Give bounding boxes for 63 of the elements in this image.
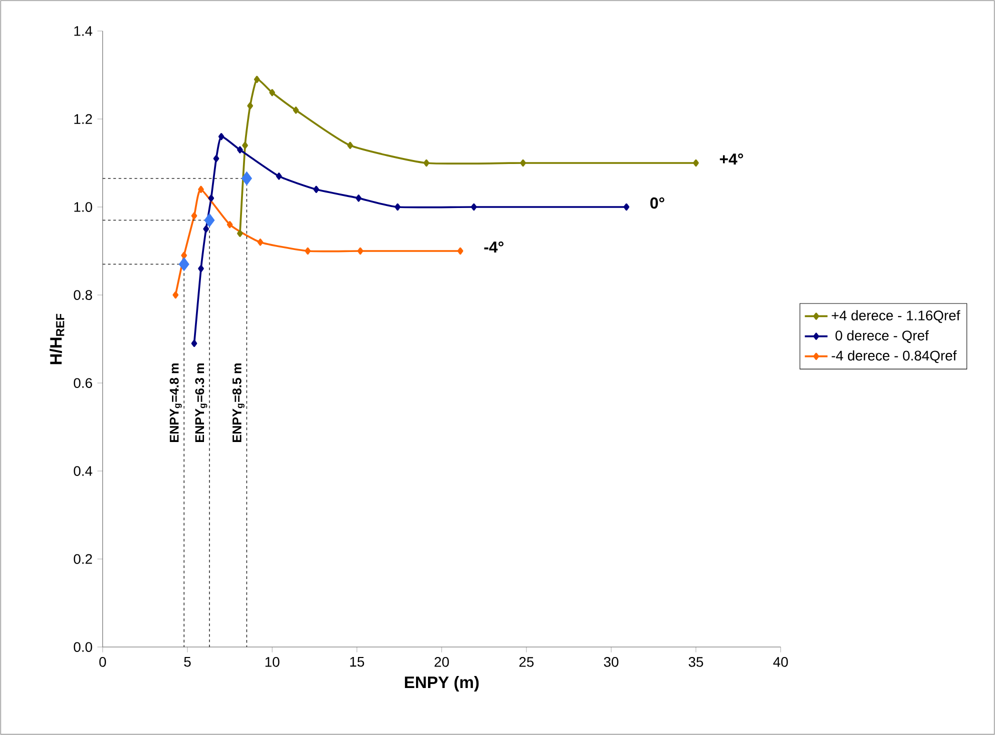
point (181, 252, 187, 259)
point (520, 159, 526, 167)
point (178, 257, 190, 272)
point (198, 265, 204, 272)
annotation: 0° (650, 197, 664, 209)
annotation: -4° (484, 241, 504, 253)
point (242, 171, 252, 186)
point (203, 225, 209, 233)
point (624, 203, 630, 211)
point (191, 340, 198, 347)
point (356, 194, 362, 202)
legend-label: +4 derece - 1.16Qref (832, 310, 960, 323)
point (269, 89, 276, 96)
point (226, 221, 233, 228)
point (394, 203, 401, 211)
point (198, 186, 204, 193)
y-tick-label: 0.6 (74, 378, 92, 388)
point (347, 142, 354, 149)
y-tick-label: 0.0 (74, 642, 92, 652)
point (423, 159, 430, 167)
point (693, 159, 699, 167)
annotation: +4° (720, 153, 744, 165)
point (172, 291, 178, 299)
annotation: ENPY$_{g}$=8.5 m (232, 364, 244, 442)
x-tick-label: 25 (519, 657, 534, 667)
y-tick-label: 0.8 (74, 290, 92, 300)
point (292, 106, 299, 114)
point (254, 76, 260, 83)
point (313, 186, 320, 193)
y-tick-label: 0.4 (74, 466, 92, 476)
annotation: ENPY$_{g}$=4.8 m (170, 364, 182, 442)
y-tick-label: 0.2 (74, 554, 92, 564)
legend-label: 0 derece - Qref (836, 330, 929, 343)
point (237, 146, 243, 154)
point (247, 102, 254, 110)
x-tick-label: 15 (350, 657, 364, 667)
y-axis-title: H/H$_{REF}$ (50, 314, 64, 364)
annotation: ENPY$_{g}$=6.3 m (195, 364, 208, 442)
point (218, 133, 224, 140)
y-tick-label: 1.0 (74, 202, 92, 212)
x-tick-label: 30 (604, 657, 618, 667)
point (204, 213, 215, 228)
x-tick-label: 10 (265, 657, 280, 667)
point (457, 247, 464, 255)
point (357, 247, 364, 255)
point (237, 230, 243, 237)
legend-label: -4 derece - 0.84Qref (832, 350, 957, 364)
point (191, 212, 198, 220)
y-tick-label: 1.4 (74, 26, 92, 36)
point (276, 172, 282, 180)
x-tick-label: 40 (773, 657, 788, 667)
x-tick-label: 0 (99, 657, 106, 667)
point (257, 238, 264, 246)
x-axis-title: ENPY (m) (404, 676, 479, 692)
point (470, 203, 477, 211)
x-tick-label: 20 (434, 657, 449, 667)
x-tick-label: 5 (184, 657, 191, 667)
point (213, 155, 220, 162)
x-tick-label: 35 (688, 657, 704, 667)
point (304, 247, 311, 255)
point (242, 142, 248, 149)
y-tick-label: 1.2 (74, 114, 92, 124)
point (208, 194, 214, 202)
